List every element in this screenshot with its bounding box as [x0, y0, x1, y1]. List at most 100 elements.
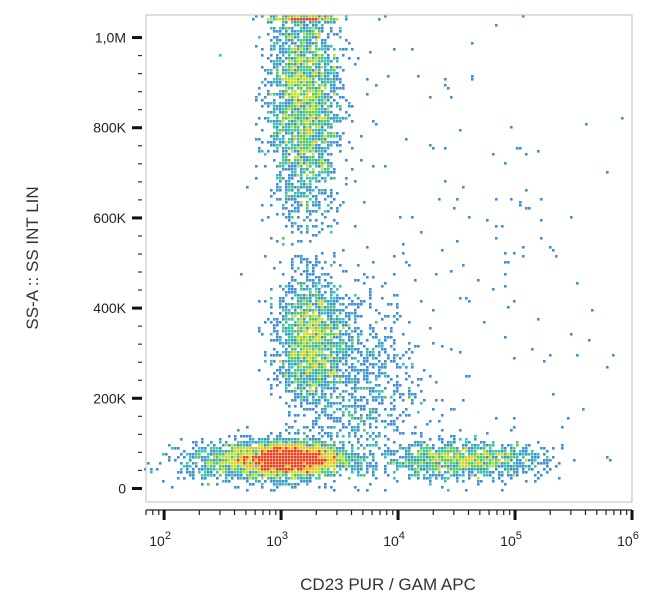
density-point [303, 471, 306, 474]
density-point [492, 465, 495, 468]
density-point [324, 108, 327, 111]
density-point [345, 345, 348, 348]
density-point [303, 51, 306, 54]
density-point [201, 447, 204, 450]
density-point [273, 102, 276, 105]
density-point [429, 447, 432, 450]
density-point [255, 99, 258, 102]
density-point [387, 438, 390, 441]
density-point [189, 474, 192, 477]
density-point [288, 324, 291, 327]
density-point [285, 387, 288, 390]
density-point [438, 474, 441, 477]
density-point [282, 48, 285, 51]
density-point [585, 123, 588, 126]
density-point [285, 180, 288, 183]
density-point [330, 426, 333, 429]
density-point [300, 141, 303, 144]
density-point [384, 327, 387, 330]
density-point [339, 441, 342, 444]
density-point [306, 372, 309, 375]
density-point [297, 192, 300, 195]
density-point [336, 336, 339, 339]
density-point [261, 441, 264, 444]
density-point [297, 147, 300, 150]
density-point [294, 447, 297, 450]
density-point [408, 474, 411, 477]
density-point [291, 39, 294, 42]
density-point [339, 459, 342, 462]
density-point [381, 348, 384, 351]
density-point [420, 468, 423, 471]
density-point [294, 174, 297, 177]
density-point [168, 444, 171, 447]
density-point [315, 99, 318, 102]
density-point [318, 114, 321, 117]
density-point [279, 111, 282, 114]
density-point [309, 69, 312, 72]
density-point [483, 450, 486, 453]
density-point [177, 447, 180, 450]
density-point [279, 480, 282, 483]
density-point [306, 369, 309, 372]
density-point [294, 201, 297, 204]
density-point [171, 486, 174, 489]
density-point [282, 45, 285, 48]
density-point [213, 447, 216, 450]
density-point [405, 378, 408, 381]
density-point [288, 75, 291, 78]
density-point [504, 162, 507, 165]
density-point [303, 75, 306, 78]
density-point [285, 57, 288, 60]
density-point [312, 162, 315, 165]
density-point [312, 468, 315, 471]
density-point [429, 465, 432, 468]
density-point [276, 438, 279, 441]
density-point [372, 390, 375, 393]
density-point [351, 357, 354, 360]
density-point [270, 54, 273, 57]
density-point [336, 366, 339, 369]
density-point [360, 399, 363, 402]
density-point [297, 282, 300, 285]
density-point [324, 297, 327, 300]
density-point [288, 54, 291, 57]
density-point [399, 444, 402, 447]
density-point [513, 465, 516, 468]
density-point [309, 129, 312, 132]
density-point [480, 441, 483, 444]
density-point [192, 477, 195, 480]
density-point [360, 369, 363, 372]
density-point [273, 192, 276, 195]
density-point [279, 33, 282, 36]
density-point [333, 417, 336, 420]
density-point [324, 168, 327, 171]
density-point [333, 261, 336, 264]
density-point [327, 132, 330, 135]
density-point [375, 399, 378, 402]
density-point [285, 381, 288, 384]
density-point [312, 453, 315, 456]
density-point [318, 462, 321, 465]
density-point [276, 477, 279, 480]
density-point [300, 393, 303, 396]
density-point [300, 297, 303, 300]
density-point [381, 342, 384, 345]
density-point [300, 258, 303, 261]
density-point [393, 405, 396, 408]
density-point [339, 408, 342, 411]
density-point [363, 375, 366, 378]
density-point [318, 345, 321, 348]
density-point [195, 465, 198, 468]
density-point [297, 108, 300, 111]
density-point [450, 456, 453, 459]
density-point [321, 60, 324, 63]
density-point [345, 375, 348, 378]
density-point [240, 462, 243, 465]
density-point [318, 336, 321, 339]
density-point [534, 456, 537, 459]
density-point [309, 117, 312, 120]
density-point [309, 471, 312, 474]
density-point [381, 420, 384, 423]
density-point [432, 309, 435, 312]
